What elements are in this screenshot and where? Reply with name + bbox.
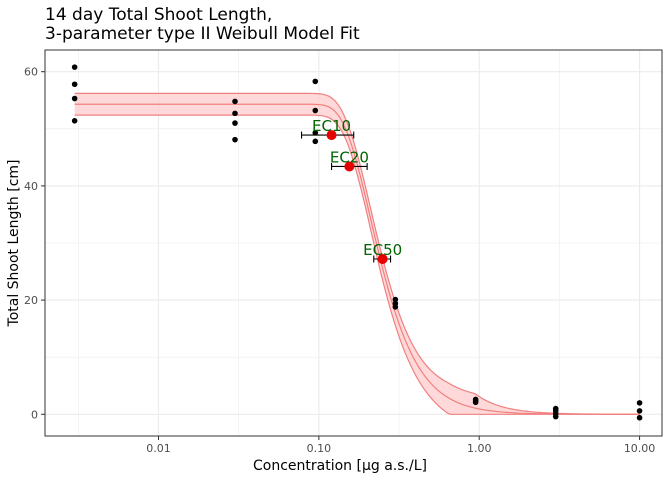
data-point [71,81,78,88]
data-point [232,120,238,126]
data-point [472,399,479,406]
data-point [71,118,78,124]
ec-point [326,130,337,141]
data-point [312,107,319,114]
data-point [71,64,78,70]
y-axis-title: Total Shoot Length [cm] [6,160,22,328]
data-point [232,110,238,117]
ec-label: EC50 [363,241,402,259]
data-point [312,138,319,145]
ec-estimates: EC10 EC20 EC50 [300,117,402,264]
ec-point [344,161,355,172]
data-point [232,136,238,143]
data-point [636,400,643,406]
x-tick-label: 0.01 [146,442,171,455]
data-point [312,129,319,136]
ec-point [377,253,388,264]
axes: 0.01 0.10 1.00 10.00 0 20 40 60 [24,66,655,455]
data-point [312,78,319,85]
data-point [636,414,643,421]
data-point [636,408,643,414]
grid [45,50,662,436]
y-tick-label: 60 [24,66,38,79]
confidence-band-upper-line [74,92,640,415]
data-point [392,304,399,310]
fit-curve-line [74,103,640,415]
data-point [232,98,238,105]
confidence-band [74,92,640,415]
x-tick-label: 1.00 [467,442,492,455]
panel-border [44,49,663,437]
data-point [71,95,78,102]
x-axis-title: Concentration [µg a.s./L] [253,458,427,474]
x-tick-label: 10.00 [624,442,656,455]
y-tick-label: 40 [24,180,38,193]
ec-label: EC20 [330,148,369,166]
data-point [552,413,559,420]
ec-label: EC10 [312,117,351,135]
x-tick-label: 0.10 [307,442,332,455]
y-tick-label: 0 [31,408,38,421]
data-point [392,296,399,303]
chart-title-line2: 3-parameter type II Weibull Model Fit [45,24,360,44]
chart-title-line1: 14 day Total Shoot Length, [45,5,272,25]
data-points [71,64,643,421]
y-tick-label: 20 [24,294,38,307]
fit-curve [74,103,640,415]
confidence-band-fill [74,93,640,415]
